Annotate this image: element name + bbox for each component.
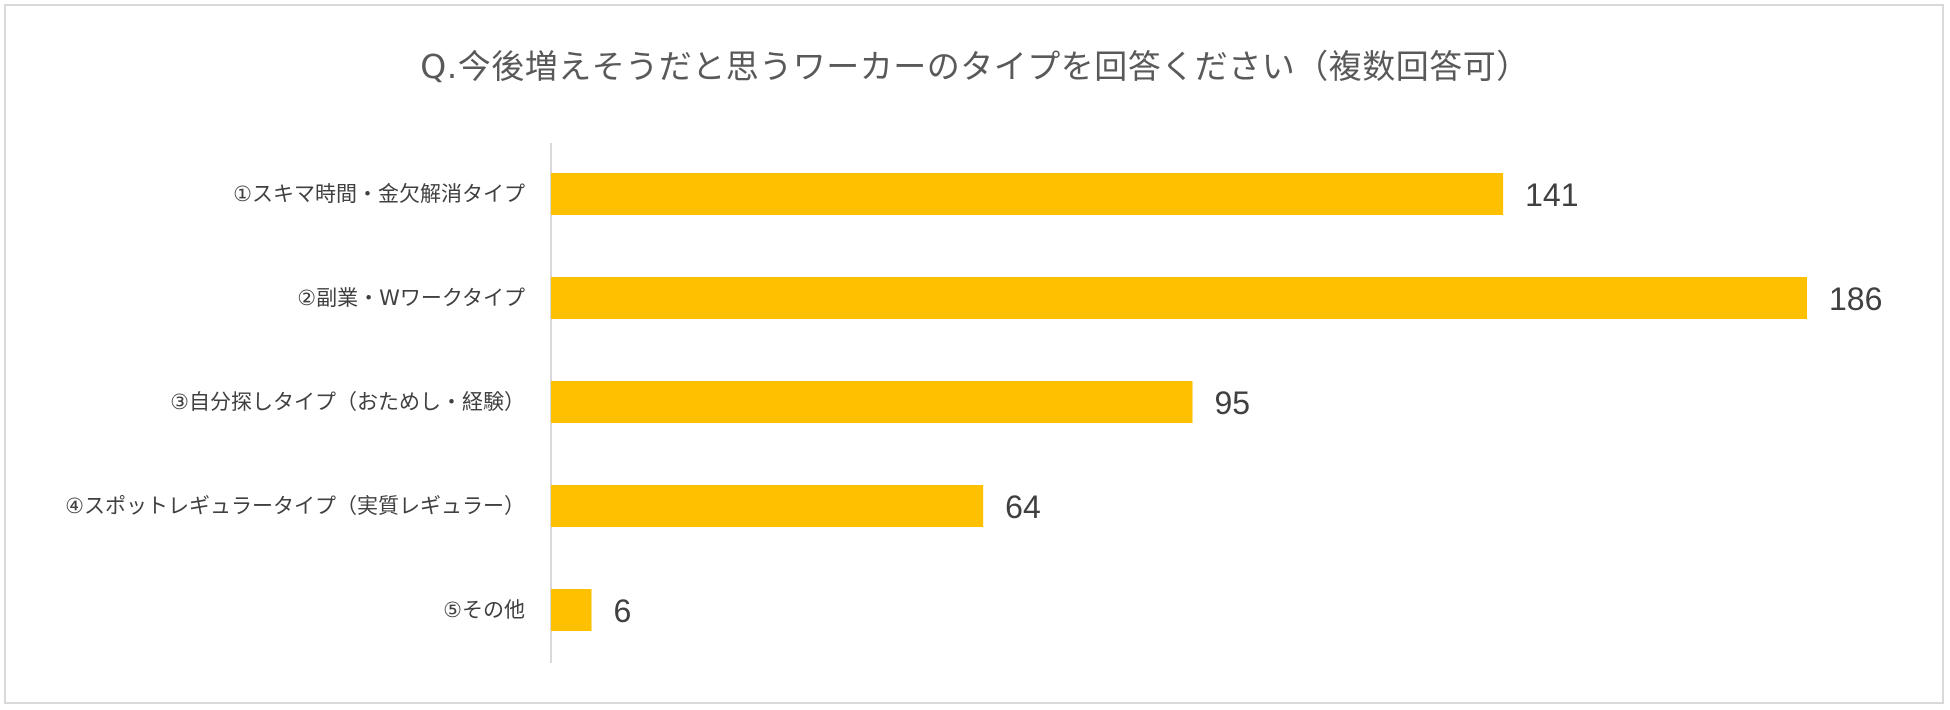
value-label-1: 141 (1525, 177, 1578, 213)
value-label-5: 6 (614, 593, 632, 629)
bar-2 (551, 277, 1807, 319)
value-label-3: 95 (1215, 385, 1251, 421)
category-label-3: ③自分探しタイプ（おためし・経験） (170, 390, 525, 414)
category-label-1: ①スキマ時間・金欠解消タイプ (233, 182, 525, 206)
bar-1 (551, 173, 1504, 215)
category-label-5: ⑤その他 (443, 598, 525, 622)
bar-5 (551, 589, 592, 631)
category-labels-layer: ①スキマ時間・金欠解消タイプ ②副業・Wワークタイプ ③自分探しタイプ（おためし・経… (65, 182, 525, 622)
bar-4 (551, 485, 984, 527)
bars-layer (551, 173, 1807, 631)
chart-title: Q.今後増えそうだと思うワーカーのタイプを回答ください（複数回答可） (420, 47, 1530, 86)
value-labels-layer: 141 186 95 64 6 (614, 177, 1883, 629)
chart-frame (4, 4, 1944, 704)
category-label-2: ②副業・Wワークタイプ (297, 286, 525, 310)
value-label-4: 64 (1005, 489, 1041, 525)
bar-3 (551, 381, 1193, 423)
category-label-4: ④スポットレギュラータイプ（実質レギュラー） (65, 494, 525, 518)
value-label-2: 186 (1829, 281, 1882, 317)
